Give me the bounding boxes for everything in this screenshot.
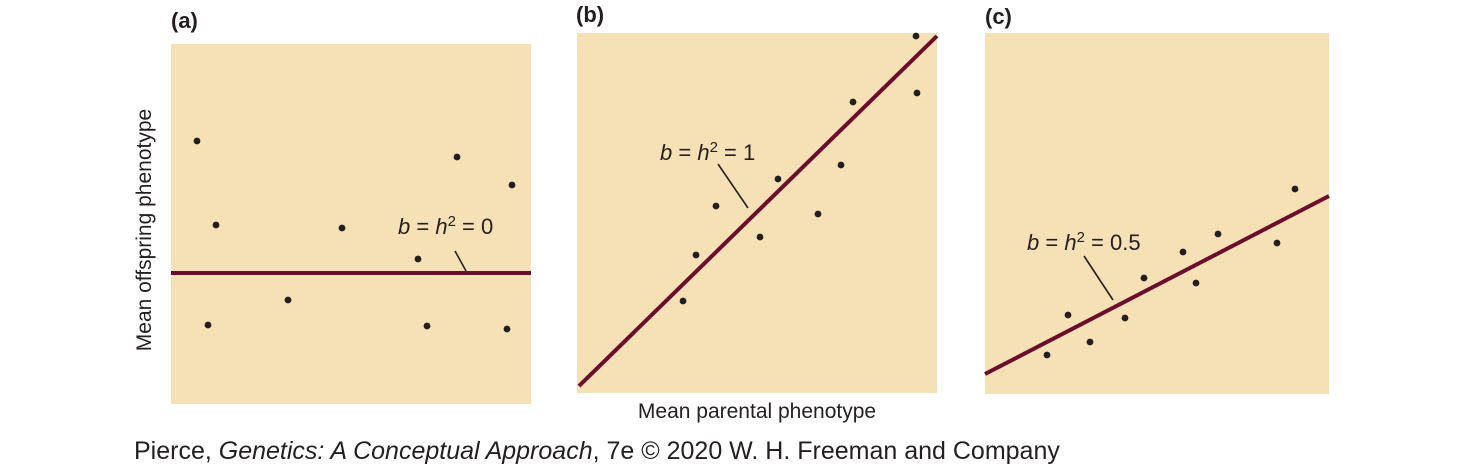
panel-c-point-8 [1214, 230, 1222, 238]
panel-b-fit-line [577, 34, 939, 388]
panel-c-label: (c) [985, 4, 1012, 29]
panel-c-background [985, 33, 1329, 394]
panel-b-callout [717, 163, 749, 209]
panel-c-point-9 [1273, 239, 1281, 247]
credit-book-title: Genetics: A Conceptual Approach [218, 437, 593, 465]
panel-c-point-6 [1179, 248, 1187, 256]
panel-a-point-1 [193, 137, 201, 145]
panel-a-callout [454, 250, 467, 272]
panel-b-point-10 [913, 89, 921, 97]
panel-b-point-7 [837, 161, 845, 169]
panel-b-point-3 [712, 202, 720, 210]
panel-c-point-3 [1086, 338, 1094, 346]
panel-a-point-9 [508, 181, 516, 189]
panel-a-label: (a) [171, 8, 198, 33]
panel-a-points [193, 137, 516, 333]
panel-b-point-6 [814, 210, 822, 218]
panel-a-point-10 [503, 325, 511, 333]
panel-b-point-2 [692, 251, 700, 259]
panel-c-fit-line [984, 194, 1330, 376]
panel-b-point-8 [849, 98, 857, 106]
panel-c-point-1 [1043, 351, 1051, 359]
panel-b-point-5 [774, 175, 782, 183]
panel-c: b = h2 = 0.5 [984, 33, 1330, 394]
panel-b-points [679, 32, 921, 305]
panel-a-point-2 [212, 221, 220, 229]
panel-a-point-4 [284, 296, 292, 304]
panel-c-point-4 [1121, 314, 1129, 322]
y-axis-label: Mean offspring phenotype [133, 108, 156, 352]
figure-credit: Pierce, Genetics: A Conceptual Approach,… [134, 437, 1060, 466]
panel-a-point-3 [204, 321, 212, 329]
panel-b-equation: b = h2 = 1 [660, 139, 755, 166]
panel-c-callout [1083, 255, 1114, 301]
panel-b-label: (b) [576, 2, 605, 27]
panel-c-point-7 [1192, 279, 1200, 287]
panel-c-point-2 [1064, 311, 1072, 319]
panel-c-equation: b = h2 = 0.5 [1027, 229, 1141, 256]
panel-b-point-4 [756, 233, 764, 241]
panel-a-point-8 [453, 153, 461, 161]
panel-b-point-1 [679, 297, 687, 305]
panel-c-points [1043, 185, 1299, 359]
panel-a-point-6 [414, 255, 422, 263]
credit-author: Pierce, [134, 437, 219, 465]
panel-a-background [171, 44, 531, 404]
panel-b-point-9 [912, 32, 920, 40]
panel-a-equation: b = h2 = 0 [398, 213, 493, 240]
panel-c-point-5 [1140, 274, 1148, 282]
panel-a-point-5 [338, 224, 346, 232]
panel-a-point-7 [423, 322, 431, 330]
credit-rest: , 7e © 2020 W. H. Freeman and Company [592, 437, 1060, 465]
panel-a: b = h2 = 0 [171, 44, 531, 404]
panel-c-point-10 [1291, 185, 1299, 193]
x-axis-label: Mean parental phenotype [637, 400, 877, 423]
panel-b: b = h2 = 1 [577, 32, 939, 393]
